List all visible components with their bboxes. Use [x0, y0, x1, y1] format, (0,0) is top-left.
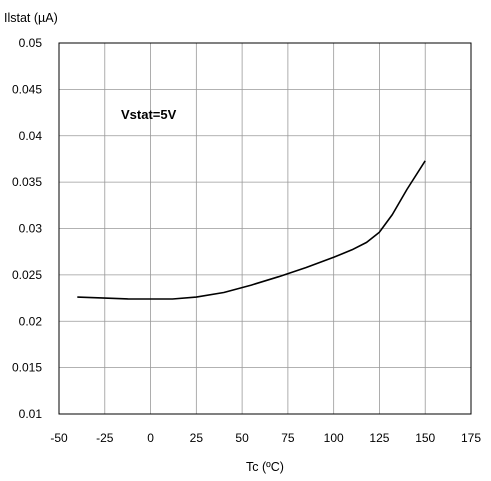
x-tick-label: 175 — [461, 431, 481, 445]
y-tick-labels: 0.01 0.015 0.02 0.025 0.03 0.035 0.04 0.045 0.05 — [12, 36, 42, 421]
x-tick-label: 25 — [190, 431, 204, 445]
y-tick-label: 0.035 — [12, 175, 42, 189]
plot-frame — [58, 42, 472, 415]
y-tick-label: 0.01 — [19, 407, 43, 421]
x-tick-label: 75 — [281, 431, 295, 445]
x-tick-labels: -50 -25 0 25 50 75 100 125 150 175 — [50, 431, 481, 445]
x-axis-title: Tc (ºC) — [246, 460, 284, 474]
y-tick-label: 0.03 — [19, 222, 43, 236]
y-tick-label: 0.02 — [19, 314, 43, 328]
condition-annotation: Vstat=5V — [121, 107, 177, 122]
y-tick-label: 0.04 — [19, 129, 43, 143]
x-tick-label: 50 — [235, 431, 249, 445]
series-layer — [77, 160, 426, 300]
series-line — [77, 160, 426, 300]
x-tick-label: -25 — [96, 431, 114, 445]
x-tick-label: 100 — [324, 431, 344, 445]
y-tick-label: 0.025 — [12, 268, 42, 282]
x-tick-label: -50 — [50, 431, 68, 445]
y-tick-label: 0.045 — [12, 82, 42, 96]
x-tick-label: 0 — [147, 431, 154, 445]
x-tick-label: 125 — [369, 431, 389, 445]
x-tick-label: 150 — [415, 431, 435, 445]
y-axis-title: Ilstat (µA) — [4, 11, 58, 25]
y-tick-label: 0.05 — [19, 36, 43, 50]
y-tick-label: 0.015 — [12, 361, 42, 375]
